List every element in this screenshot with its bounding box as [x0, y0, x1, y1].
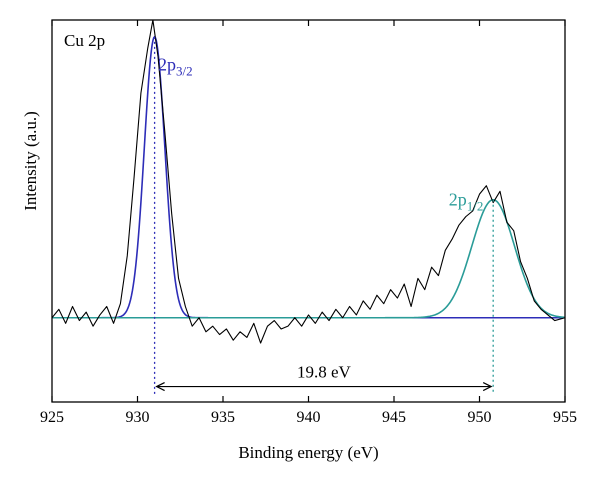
x-tick-label: 945 — [382, 409, 406, 426]
peak-label-sub: 3/2 — [176, 64, 193, 79]
separation-label: 19.8 eV — [297, 363, 352, 382]
fit-curve-p12 — [52, 198, 566, 319]
x-tick-label: 955 — [553, 409, 577, 426]
x-tick-label: 935 — [211, 409, 235, 426]
panel-label: Cu 2p — [64, 31, 105, 50]
peak-label: 2p3/2 — [158, 55, 193, 79]
x-tick-label: 925 — [40, 409, 64, 426]
peak-label-main: 2p — [158, 55, 176, 75]
fit-curve-p32 — [52, 35, 565, 319]
separation-arrow-head-left — [155, 382, 165, 392]
peak-label-main: 2p — [449, 189, 467, 209]
raw-spectrum-line — [51, 19, 566, 344]
x-tick-label: 950 — [468, 409, 492, 426]
y-axis-title: Intensity (a.u.) — [21, 111, 40, 211]
x-axis-title: Binding energy (eV) — [238, 443, 378, 462]
plot-frame — [51, 19, 566, 403]
peak-label: 2p1/2 — [449, 189, 484, 213]
separation-arrow-head-right — [482, 382, 493, 392]
x-tick-label: 940 — [297, 409, 321, 426]
x-tick-label: 930 — [126, 409, 150, 426]
peak-label-sub: 1/2 — [467, 198, 484, 213]
